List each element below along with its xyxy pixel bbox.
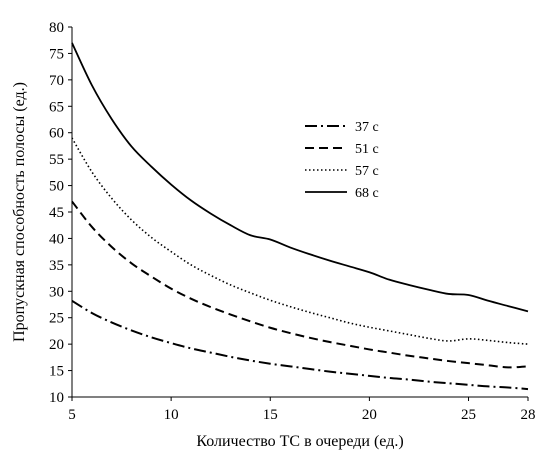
series-line-3	[71, 42, 529, 313]
y-tick-label: 25	[49, 311, 64, 327]
series-lines	[71, 42, 529, 391]
x-tick-label: 10	[164, 407, 179, 423]
legend-label-1: 51 с	[355, 142, 379, 157]
y-tick-label: 35	[49, 258, 64, 274]
x-axis-title: Количество ТС в очереди (ед.)	[196, 433, 403, 450]
y-tick-label: 75	[49, 46, 64, 62]
legend: 37 с 51 с 57 с 68 с	[305, 120, 379, 201]
y-tick-label: 15	[49, 364, 64, 380]
x-tick-label: 28	[521, 407, 536, 423]
x-tick-label: 5	[68, 407, 76, 423]
series-line-1	[71, 200, 529, 369]
y-tick-label: 30	[49, 284, 64, 300]
series-line-0	[71, 299, 529, 391]
y-tick-label: 80	[49, 20, 64, 36]
y-tick-label: 60	[49, 126, 64, 142]
y-tick-label: 55	[49, 152, 64, 168]
y-tick-label: 10	[49, 390, 64, 406]
y-tick-label: 50	[49, 179, 64, 195]
legend-label-3: 68 с	[355, 186, 379, 201]
y-tick-label: 45	[49, 205, 64, 221]
legend-label-2: 57 с	[355, 164, 379, 179]
legend-label-0: 37 с	[355, 120, 379, 135]
x-tick-label: 15	[263, 407, 278, 423]
y-tick-label: 70	[49, 73, 64, 89]
series-line-2	[71, 137, 529, 345]
x-tick-label: 25	[461, 407, 476, 423]
x-tick-label: 20	[362, 407, 377, 423]
y-tick-label: 65	[49, 99, 64, 115]
axes	[68, 26, 529, 401]
y-tick-label: 20	[49, 337, 64, 353]
y-tick-label: 40	[49, 231, 64, 247]
y-axis-title: Пропускная способность полосы (ед.)	[11, 82, 28, 342]
